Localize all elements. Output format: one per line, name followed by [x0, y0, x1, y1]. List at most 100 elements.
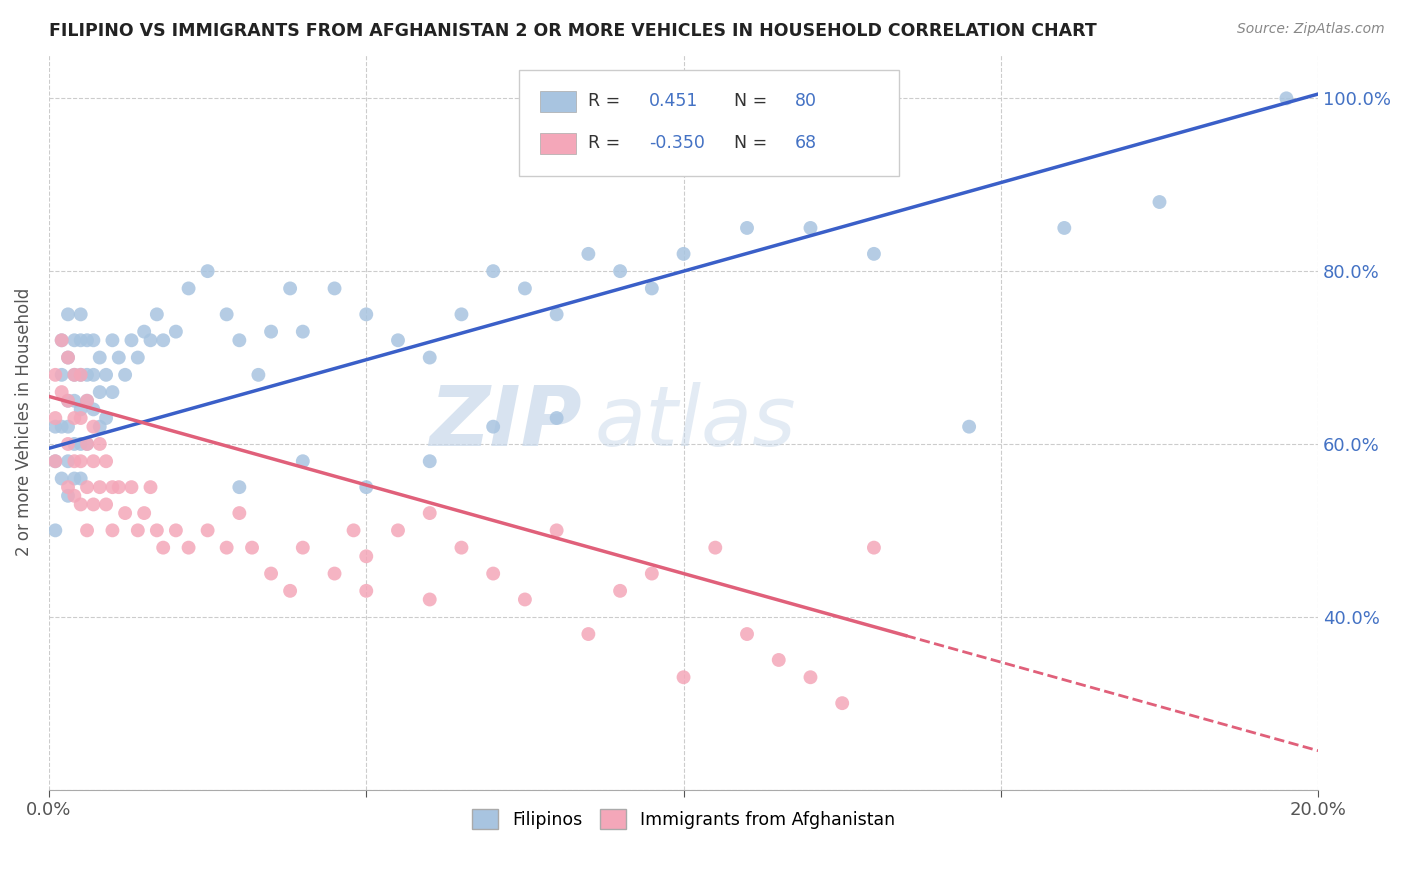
Point	[56, 480, 79, 494]
Point	[69, 402, 91, 417]
Point	[152, 333, 174, 347]
Point	[356, 307, 378, 321]
Point	[799, 221, 821, 235]
Point	[863, 247, 886, 261]
Point	[513, 281, 536, 295]
Point	[197, 264, 219, 278]
Point	[44, 454, 66, 468]
Point	[121, 480, 143, 494]
Point	[291, 454, 314, 468]
Point	[44, 524, 66, 538]
Point	[69, 411, 91, 425]
Point	[576, 247, 599, 261]
Point	[146, 524, 169, 538]
Point	[177, 281, 200, 295]
Legend: Filipinos, Immigrants from Afghanistan: Filipinos, Immigrants from Afghanistan	[465, 802, 901, 836]
Point	[641, 281, 664, 295]
Point	[735, 627, 758, 641]
Point	[342, 524, 364, 538]
Point	[101, 385, 124, 400]
Point	[482, 419, 505, 434]
Point	[641, 566, 664, 581]
Point	[197, 524, 219, 538]
Text: 68: 68	[796, 135, 817, 153]
Point	[51, 385, 73, 400]
Point	[127, 351, 149, 365]
FancyBboxPatch shape	[519, 70, 900, 177]
Point	[82, 402, 104, 417]
Text: ZIP: ZIP	[429, 382, 582, 463]
Point	[89, 419, 111, 434]
Point	[69, 307, 91, 321]
Point	[69, 454, 91, 468]
Point	[69, 498, 91, 512]
Point	[69, 437, 91, 451]
Point	[114, 506, 136, 520]
Point	[44, 419, 66, 434]
Point	[107, 351, 129, 365]
Point	[863, 541, 886, 555]
Point	[82, 454, 104, 468]
Point	[768, 653, 790, 667]
Point	[76, 393, 98, 408]
Point	[56, 454, 79, 468]
Point	[450, 541, 472, 555]
Point	[228, 506, 250, 520]
Point	[76, 437, 98, 451]
Point	[89, 480, 111, 494]
FancyBboxPatch shape	[540, 91, 575, 112]
Point	[165, 524, 187, 538]
Point	[76, 524, 98, 538]
Point	[356, 583, 378, 598]
Point	[152, 541, 174, 555]
Point	[51, 471, 73, 485]
Text: FILIPINO VS IMMIGRANTS FROM AFGHANISTAN 2 OR MORE VEHICLES IN HOUSEHOLD CORRELAT: FILIPINO VS IMMIGRANTS FROM AFGHANISTAN …	[49, 22, 1097, 40]
Point	[1149, 194, 1171, 209]
Point	[247, 368, 270, 382]
Point	[76, 437, 98, 451]
Point	[69, 333, 91, 347]
Point	[94, 454, 117, 468]
Point	[278, 281, 301, 295]
Point	[278, 583, 301, 598]
Point	[56, 351, 79, 365]
Point	[56, 437, 79, 451]
Text: Source: ZipAtlas.com: Source: ZipAtlas.com	[1237, 22, 1385, 37]
Point	[89, 351, 111, 365]
Point	[672, 247, 695, 261]
Point	[51, 333, 73, 347]
Point	[63, 489, 86, 503]
Point	[89, 385, 111, 400]
Point	[260, 325, 283, 339]
Point	[101, 524, 124, 538]
Point	[165, 325, 187, 339]
FancyBboxPatch shape	[540, 133, 575, 153]
Point	[94, 411, 117, 425]
Point	[419, 351, 441, 365]
Text: 0.451: 0.451	[650, 93, 699, 111]
Point	[513, 592, 536, 607]
Point	[546, 307, 568, 321]
Text: atlas: atlas	[595, 382, 796, 463]
Point	[127, 524, 149, 538]
Text: N =: N =	[734, 93, 768, 111]
Point	[56, 307, 79, 321]
Point	[240, 541, 263, 555]
Point	[76, 393, 98, 408]
Point	[356, 480, 378, 494]
Point	[291, 325, 314, 339]
Point	[51, 333, 73, 347]
Point	[63, 393, 86, 408]
Point	[672, 670, 695, 684]
Text: R =: R =	[588, 93, 620, 111]
Point	[215, 307, 238, 321]
Point	[63, 333, 86, 347]
Point	[76, 480, 98, 494]
Point	[94, 368, 117, 382]
Point	[89, 437, 111, 451]
Point	[69, 368, 91, 382]
Point	[831, 696, 853, 710]
Point	[576, 627, 599, 641]
Point	[482, 566, 505, 581]
Point	[69, 368, 91, 382]
